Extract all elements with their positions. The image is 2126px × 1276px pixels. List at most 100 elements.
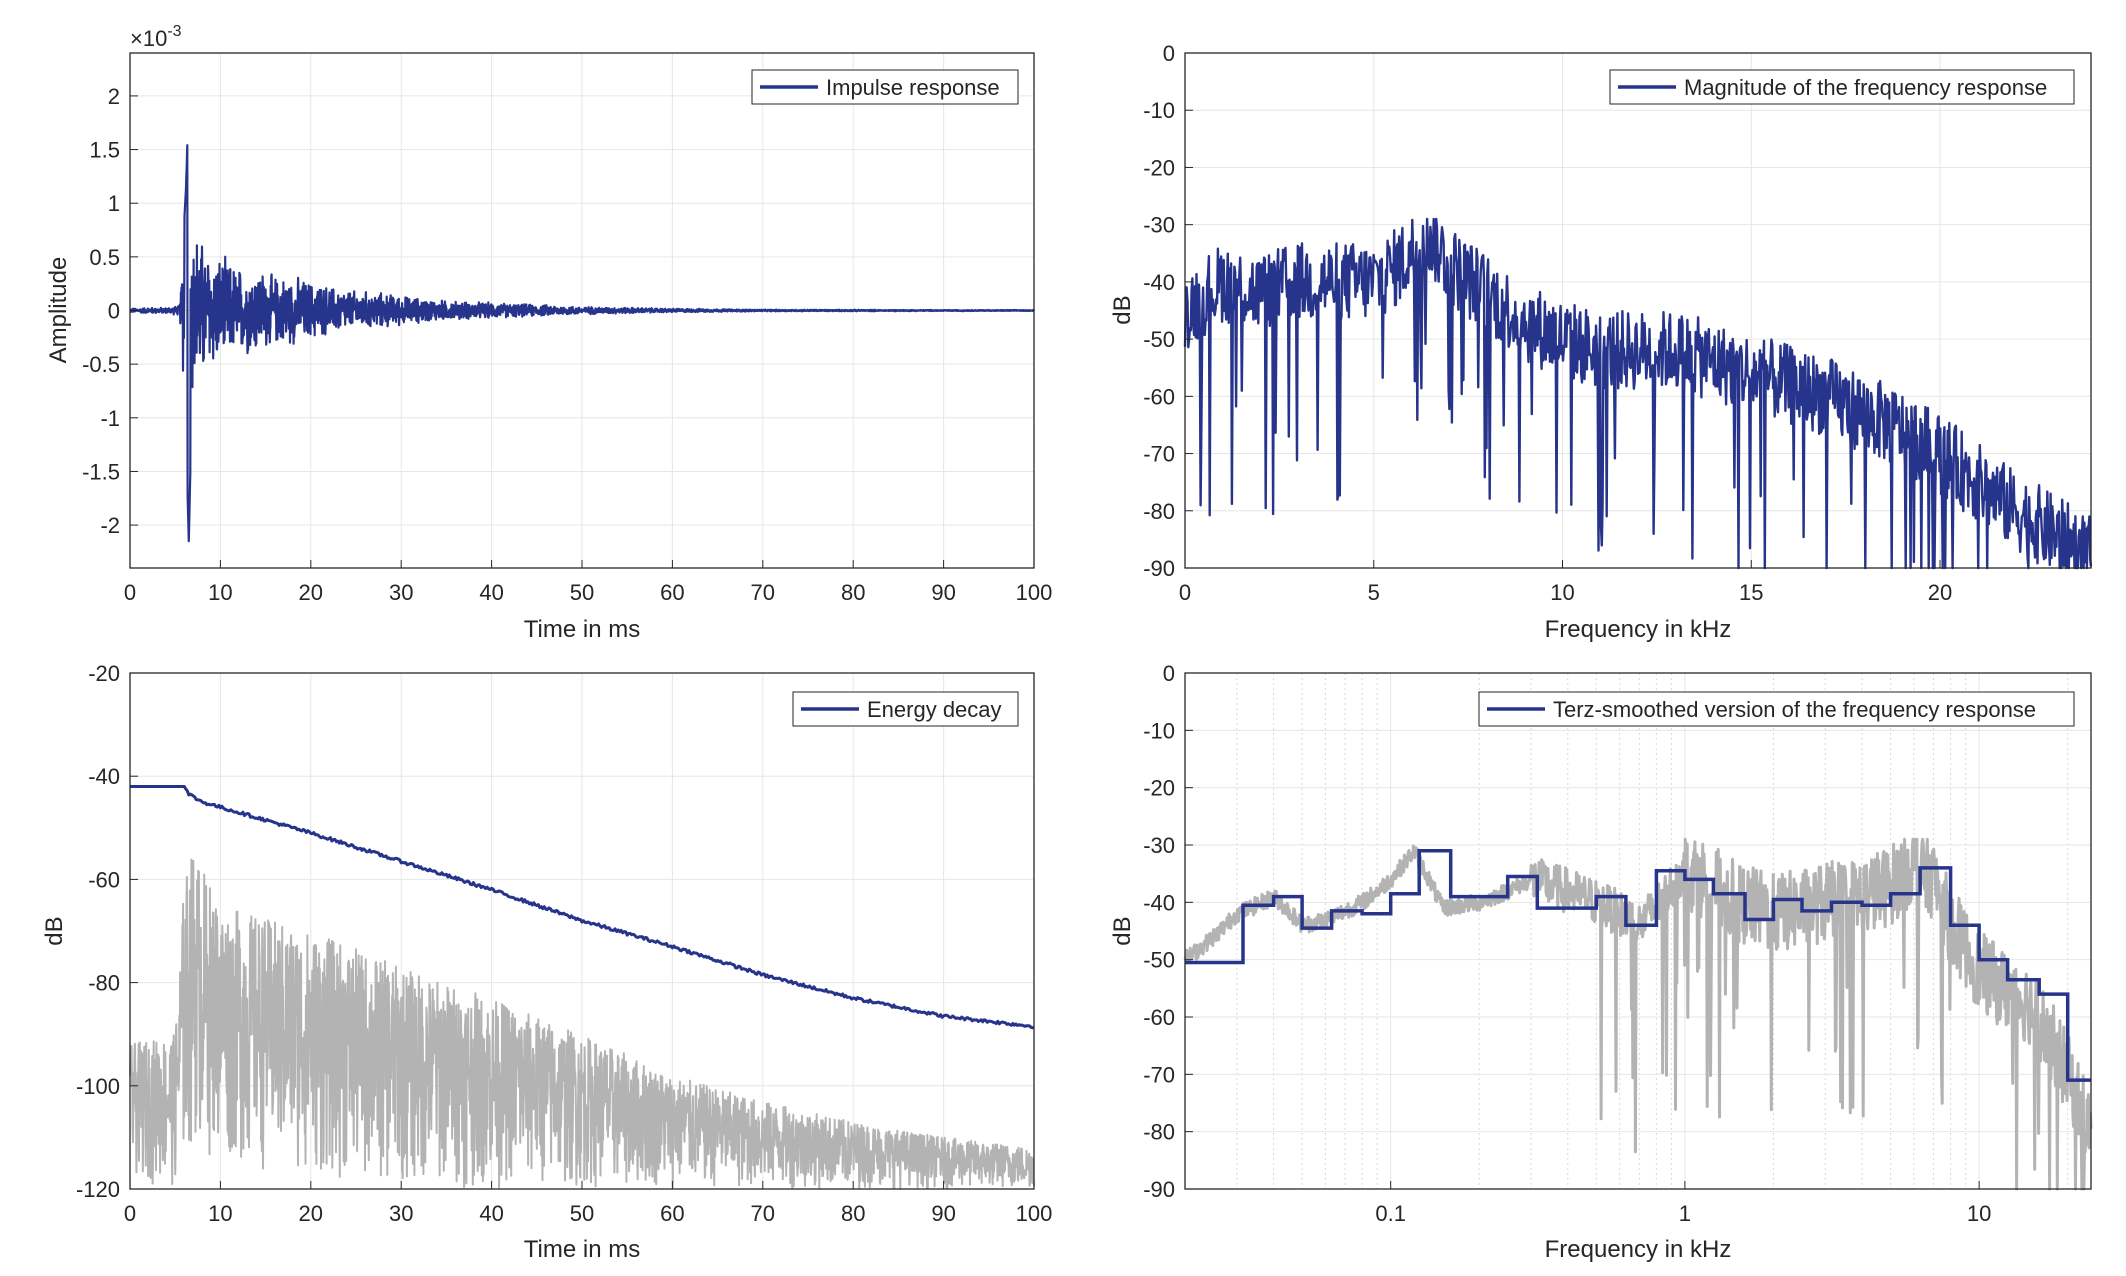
energy-xlabel: Time in ms <box>524 1236 640 1263</box>
terz-panel: 0.1 1 10 0 -10 -20 -30 -40 -50 -60 -70 -80 -90 Frequ… <box>1109 661 2093 1263</box>
magnitude-y-tick-label: -90 <box>1143 556 1175 581</box>
energy-x-tick-label: 0 <box>124 1201 136 1226</box>
impulse-response-line <box>129 144 1036 543</box>
magnitude-y-tick-label: -40 <box>1143 270 1175 295</box>
impulse-y-tick-label: 0 <box>108 299 120 324</box>
impulse-y-tick-label: -1.5 <box>82 459 120 484</box>
terz-x-tick-label: 1 <box>1679 1201 1691 1226</box>
terz-y-tick-label: -90 <box>1143 1177 1175 1202</box>
instantaneous-energy-line <box>129 858 1035 1190</box>
magnitude-legend-label: Magnitude of the frequency response <box>1684 75 2047 100</box>
magnitude-ylabel: dB <box>1109 295 1136 324</box>
magnitude-x-tick-label: 20 <box>1928 580 1952 605</box>
impulse-x-tick-label: 40 <box>479 580 503 605</box>
impulse-y-tick-label: 1 <box>108 191 120 216</box>
energy-x-tick-label: 50 <box>570 1201 594 1226</box>
magnitude-y-tick-label: -10 <box>1143 98 1175 123</box>
energy-y-tick-label: -20 <box>88 661 120 686</box>
magnitude-x-tick-label: 10 <box>1550 580 1574 605</box>
terz-axes-box <box>1184 672 2092 1190</box>
impulse-y-tick-label: -2 <box>100 513 120 538</box>
impulse-panel: 0 10 20 30 40 50 60 70 80 90 100 2 1.5 1 0.5 0 -0.5 -1 -1.… <box>45 23 1052 643</box>
magnitude-y-tick-label: -50 <box>1143 327 1175 352</box>
impulse-x-tick-label: 80 <box>841 580 865 605</box>
energy-series <box>129 785 1035 1190</box>
terz-legend: Terz-smoothed version of the frequency r… <box>1478 691 2075 727</box>
terz-y-tick-label: -30 <box>1143 833 1175 858</box>
impulse-legend: Impulse response <box>751 69 1019 105</box>
energy-y-tick-label: -60 <box>88 867 120 892</box>
impulse-x-tick-label: 10 <box>208 580 232 605</box>
energy-decay-line <box>130 785 1034 1030</box>
terz-y-tick-label: -80 <box>1143 1120 1175 1145</box>
terz-y-tick-label: -60 <box>1143 1005 1175 1030</box>
energy-x-tick-label: 20 <box>299 1201 323 1226</box>
impulse-y-tick-label: 2 <box>108 84 120 109</box>
terz-y-tick-label: -50 <box>1143 948 1175 973</box>
energy-legend: Energy decay <box>792 691 1019 727</box>
energy-x-tick-label: 30 <box>389 1201 413 1226</box>
terz-y-tick-label: -20 <box>1143 776 1175 801</box>
energy-y-tick-label: -120 <box>76 1177 120 1202</box>
energy-x-tick-label: 70 <box>751 1201 775 1226</box>
magnitude-axes-box <box>1184 52 2092 569</box>
magnitude-legend: Magnitude of the frequency response <box>1609 69 2075 105</box>
energy-ticks: 0 10 20 30 40 50 60 70 80 90 100 -20 -40 -60 -80 -100 -1… <box>76 661 1052 1226</box>
impulse-exponent: ×10-3 <box>130 23 182 51</box>
magnitude-x-tick-label: 15 <box>1739 580 1763 605</box>
terz-x-tick-label: 10 <box>1967 1201 1991 1226</box>
impulse-x-tick-label: 100 <box>1016 580 1053 605</box>
magnitude-x-tick-label: 5 <box>1368 580 1380 605</box>
energy-x-tick-label: 100 <box>1016 1201 1053 1226</box>
terz-x-tick-label: 0.1 <box>1375 1201 1406 1226</box>
terz-y-tick-label: -40 <box>1143 890 1175 915</box>
terz-y-tick-label: 0 <box>1163 661 1175 686</box>
impulse-series <box>129 144 1036 543</box>
impulse-y-tick-label: -0.5 <box>82 352 120 377</box>
energy-x-tick-label: 90 <box>931 1201 955 1226</box>
energy-x-tick-label: 40 <box>479 1201 503 1226</box>
impulse-x-tick-label: 60 <box>660 580 684 605</box>
magnitude-panel: 0 5 10 15 20 0 -10 -20 -30 -40 -50 -60 -70 -80 -90 Fre… <box>1109 41 2093 643</box>
impulse-y-tick-label: -1 <box>100 406 120 431</box>
energy-y-tick-label: -100 <box>76 1074 120 1099</box>
impulse-ticks: 0 10 20 30 40 50 60 70 80 90 100 2 1.5 1 0.5 0 -0.5 -1 -1.… <box>82 84 1052 605</box>
magnitude-ticks: 0 5 10 15 20 0 -10 -20 -30 -40 -50 -60 -70 -80 -90 <box>1143 41 1952 605</box>
energy-ylabel: dB <box>41 916 68 945</box>
energy-x-tick-label: 80 <box>841 1201 865 1226</box>
impulse-ylabel: Amplitude <box>45 257 72 364</box>
impulse-xlabel: Time in ms <box>524 616 640 643</box>
impulse-x-tick-label: 90 <box>931 580 955 605</box>
energy-x-tick-label: 60 <box>660 1201 684 1226</box>
magnitude-y-tick-label: -20 <box>1143 155 1175 180</box>
terz-y-tick-label: -70 <box>1143 1062 1175 1087</box>
terz-smoothed-line <box>1185 848 2091 1082</box>
energy-panel: 0 10 20 30 40 50 60 70 80 90 100 -20 -40 -60 -80 -100 -1… <box>41 661 1052 1263</box>
impulse-x-tick-label: 0 <box>124 580 136 605</box>
energy-y-tick-label: -40 <box>88 764 120 789</box>
magnitude-y-tick-label: -80 <box>1143 499 1175 524</box>
magnitude-y-tick-label: -70 <box>1143 442 1175 467</box>
impulse-x-tick-label: 30 <box>389 580 413 605</box>
magnitude-response-line <box>1183 217 2093 570</box>
magnitude-series <box>1183 217 2093 570</box>
impulse-y-tick-label: 1.5 <box>89 138 120 163</box>
magnitude-y-tick-label: -30 <box>1143 213 1175 238</box>
terz-xlabel: Frequency in kHz <box>1545 1236 1732 1263</box>
energy-x-tick-label: 10 <box>208 1201 232 1226</box>
impulse-x-tick-label: 20 <box>299 580 323 605</box>
magnitude-xlabel: Frequency in kHz <box>1545 616 1732 643</box>
impulse-x-tick-label: 50 <box>570 580 594 605</box>
magnitude-y-tick-label: 0 <box>1163 41 1175 66</box>
terz-ticks: 0.1 1 10 0 -10 -20 -30 -40 -50 -60 -70 -80 -90 <box>1143 661 1991 1226</box>
impulse-x-tick-label: 70 <box>751 580 775 605</box>
energy-y-tick-label: -80 <box>88 971 120 996</box>
terz-y-tick-label: -10 <box>1143 718 1175 743</box>
terz-legend-label: Terz-smoothed version of the frequency r… <box>1553 697 2036 722</box>
magnitude-x-tick-label: 0 <box>1179 580 1191 605</box>
terz-series <box>1183 837 2093 1191</box>
impulse-legend-label: Impulse response <box>826 75 1000 100</box>
energy-legend-label: Energy decay <box>867 697 1002 722</box>
magnitude-y-tick-label: -60 <box>1143 384 1175 409</box>
